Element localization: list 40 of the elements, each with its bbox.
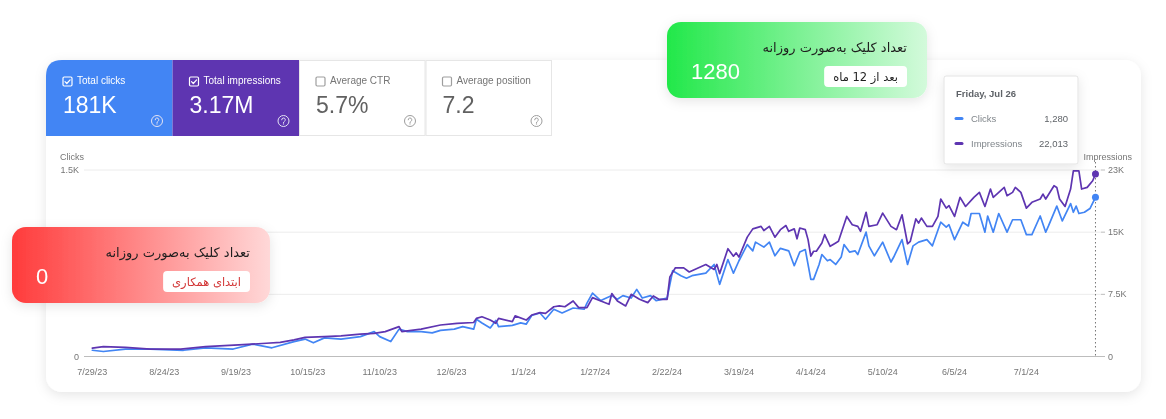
text: 5.7% [316,92,369,118]
text: 1,280 [1044,113,1068,124]
text: Average position [456,75,531,86]
x-tick-label: 7/29/23 [77,366,108,377]
x-tick-label: 2/22/24 [652,366,683,377]
x-tick-label: 3/19/24 [723,366,754,377]
text: 1280 [691,59,740,84]
x-tick-label: 10/15/23 [290,366,326,377]
x-tick-label: 5/10/24 [867,366,898,377]
x-tick-label: 1/1/24 [510,366,536,377]
text: Total impressions [203,75,281,86]
text: تعداد کلیک به‌صورت روزانه [762,40,908,56]
y-axis-title: Clicks [60,152,85,162]
text: 0 [36,264,49,289]
x-tick-label: 6/5/24 [942,366,968,377]
x-tick-label: 7/1/24 [1013,366,1039,377]
legend-label: Impressions [971,138,1023,149]
text: 22,013 [1038,138,1068,149]
x-tick-label: 12/6/23 [436,366,467,377]
x-tick-label: 4/14/24 [795,366,826,377]
text: 3.17M [189,92,254,118]
y2-axis-title: Impressions [1083,152,1133,162]
y2-tick-label: 7.5K [1108,289,1127,300]
text: Average CTR [330,75,391,86]
x-tick-label: 8/24/23 [149,366,180,377]
x-tick-label: 1/27/24 [580,366,611,377]
text: 181K [63,92,118,118]
legend-title: Friday, Jul 26 [956,88,1017,99]
text: 7.2 [442,92,475,118]
annotation: تعداد کلیک به‌صورت روزانه [105,245,251,261]
annotation: ابتدای همکاری [172,274,241,290]
x-tick-label: 9/19/23 [220,366,252,377]
text: Total clicks [77,75,126,86]
x-tick-label: 11/10/23 [362,366,397,377]
y-tick-label: 1.5K [60,165,79,175]
y2-tick-label: 23K [1108,165,1125,175]
legend-label: Clicks [971,113,997,124]
y2-tick-label: 15K [1108,227,1125,238]
y2-tick-label: 0 [1108,351,1114,362]
text: بعد از 12 ماه [833,69,898,85]
